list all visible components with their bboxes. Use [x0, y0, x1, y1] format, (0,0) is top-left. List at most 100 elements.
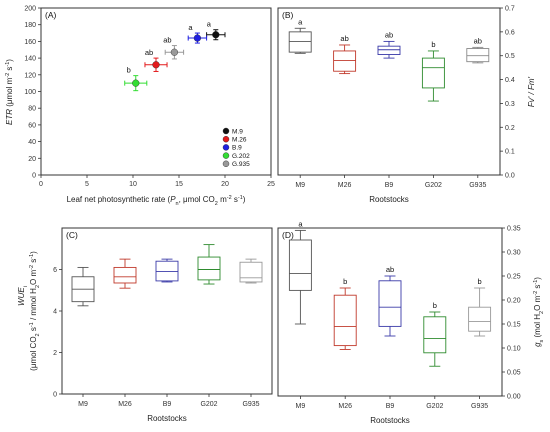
data-point [212, 31, 220, 39]
legend-marker [222, 160, 230, 168]
significance-letter: b [127, 66, 131, 75]
y-axis-label: gs (mol H2O m-2 s-1) [533, 277, 545, 347]
y-tick-label: 0 [32, 173, 36, 180]
box [155, 260, 179, 282]
significance-letter: a [298, 219, 303, 228]
x-tick-label: 20 [221, 181, 229, 188]
x-tick-label: 15 [175, 181, 183, 188]
box [377, 45, 401, 55]
y-axis-label-part: (μmol m [5, 77, 14, 109]
significance-letter: ab [163, 36, 171, 45]
x-tick-label: G202 [425, 182, 442, 189]
legend-marker [222, 135, 230, 143]
y-axis-label: Fv' / Fm' [527, 76, 536, 107]
x-tick-label: B9 [163, 401, 172, 408]
x-axis-label-part: 2 [215, 201, 218, 207]
box [197, 256, 221, 281]
x-tick-label: G935 [242, 401, 259, 408]
x-axis-label-part: -2 [227, 195, 232, 201]
y-axis-label-units-part: 2 [35, 285, 41, 288]
x-tick-label: G202 [426, 403, 443, 410]
y-tick-label: 0.00 [507, 394, 521, 401]
x-tick-label: B9 [386, 403, 395, 410]
significance-letter: a [298, 17, 303, 26]
x-tick-label: B9 [385, 182, 394, 189]
panel-label: (C) [66, 230, 78, 240]
box [239, 261, 263, 283]
y-tick-label: 0.05 [507, 370, 521, 377]
panel-label: (B) [282, 10, 294, 20]
legend-label: B.9 [232, 145, 242, 152]
y-axis-label-part: -1 [5, 62, 11, 67]
x-tick-label: M26 [338, 182, 352, 189]
y-tick-label: 100 [24, 89, 36, 96]
data-point [170, 48, 179, 56]
legend-label: M.26 [232, 137, 247, 144]
x-tick-label: 25 [267, 181, 275, 188]
y-axis-label-units-part: (μmol CO [29, 336, 38, 370]
y-tick-label: 0 [53, 392, 57, 399]
y-axis-label-units-part: -1 [29, 254, 35, 259]
box [113, 266, 137, 284]
y-axis-label-part: -2 [5, 73, 11, 78]
x-axis-label-part: ) [243, 195, 246, 204]
y-axis-label-part: g [533, 342, 542, 347]
x-tick-label: 0 [39, 181, 43, 188]
x-axis-label-part: , μmol CO [179, 195, 215, 204]
y-axis-label-units: (μmol CO2 s-1 / mmol H2O m-2 s-1) [29, 251, 41, 371]
box [288, 31, 312, 53]
y-tick-label: 80 [28, 106, 36, 113]
x-tick-label: 10 [129, 181, 137, 188]
x-tick-label: G935 [469, 182, 486, 189]
y-tick-label: 40 [28, 139, 36, 146]
y-axis-label: WUEi [17, 286, 29, 306]
y-tick-label: 0.4 [505, 77, 515, 84]
x-axis-label-part: -1 [238, 195, 243, 201]
box [466, 48, 490, 63]
significance-letter: ab [386, 265, 394, 274]
box [468, 306, 492, 332]
y-tick-label: 2 [53, 350, 57, 357]
x-axis-label-part: m [218, 195, 227, 204]
y-axis-label-part: s [533, 285, 542, 291]
significance-letter: b [433, 301, 437, 310]
y-tick-label: 0.25 [507, 274, 521, 281]
plot-frame [61, 227, 273, 395]
significance-letter: ab [474, 36, 482, 45]
y-axis-label-part: ) [533, 277, 542, 280]
y-axis-label-part: -2 [533, 291, 539, 296]
y-axis-label-part: (mol H [533, 314, 542, 340]
x-axis-label-part: P [170, 195, 176, 204]
x-tick-label: M9 [295, 182, 305, 189]
data-point [132, 79, 140, 87]
y-tick-label: 180 [24, 22, 36, 29]
significance-letter: b [431, 40, 435, 49]
panel-label: (D) [282, 230, 294, 240]
y-axis-label-units-part: ) [29, 251, 38, 254]
y-tick-label: 160 [24, 39, 36, 46]
y-axis-label-part: s [539, 339, 545, 342]
x-axis-label: Rootstocks [147, 414, 187, 423]
legend-label: G.202 [232, 153, 250, 160]
y-axis-label-part: 2 [539, 311, 545, 314]
significance-letter: b [478, 277, 482, 286]
y-tick-label: 200 [24, 6, 36, 13]
x-axis-label: Rootstocks [369, 195, 409, 204]
x-tick-label: G935 [471, 403, 488, 410]
box [333, 294, 357, 347]
y-tick-label: 6 [53, 267, 57, 274]
y-tick-label: 0.6 [505, 29, 515, 36]
legend-marker [222, 144, 230, 151]
x-axis-label-part: Leaf net photosynthetic rate ( [67, 195, 171, 204]
y-axis-label-part: i [23, 286, 29, 287]
y-axis-label-units-part: O m [29, 270, 38, 285]
y-tick-label: 0.7 [505, 6, 515, 13]
panel-d: 0.00 0.05 0.10 0.15 0.20 0.25 0.30 0.35 M9 a M26 b B… [277, 219, 545, 425]
y-axis-label-part: ) [5, 59, 14, 62]
panel-a: 0 5 10 15 20 25 0 20 40 60 80 100 120 140 160 180 200 (A)… [5, 6, 275, 208]
y-tick-label: 140 [24, 56, 36, 63]
y-axis-label-part: O m [533, 295, 542, 310]
y-tick-label: 0.10 [507, 346, 521, 353]
y-tick-label: 120 [24, 72, 36, 79]
